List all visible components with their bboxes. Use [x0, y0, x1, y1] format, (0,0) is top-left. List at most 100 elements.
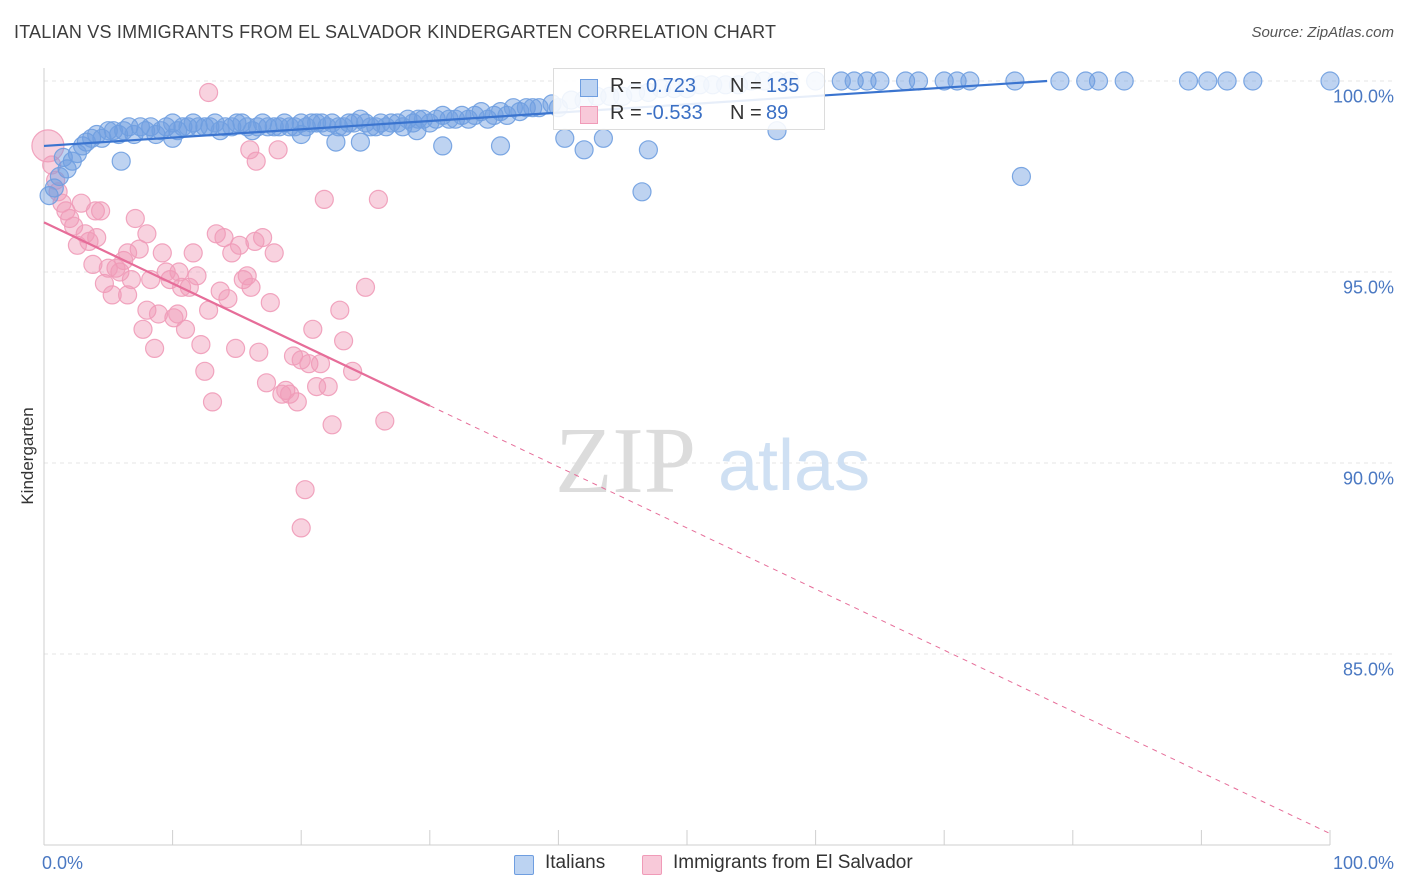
data-point — [291, 518, 311, 538]
legend-n-value: 89 — [766, 102, 789, 124]
data-point — [1243, 71, 1263, 91]
data-point — [83, 254, 103, 274]
legend-swatch-salvador — [642, 855, 662, 875]
data-point — [334, 331, 354, 351]
data-point — [307, 377, 327, 397]
data-point — [291, 113, 311, 133]
salvador-trend-line — [43, 221, 431, 407]
data-point — [214, 228, 234, 248]
data-point — [1088, 71, 1109, 91]
data-point — [110, 262, 130, 282]
watermark: ZIP atlas — [555, 409, 870, 513]
watermark-zip: ZIP — [555, 409, 696, 513]
y-tick-label-95: 95.0% — [1342, 277, 1394, 298]
legend-label-salvador: Immigrants from El Salvador — [673, 852, 913, 873]
data-point — [1198, 71, 1218, 91]
data-point — [350, 109, 370, 129]
data-point — [42, 155, 62, 175]
data-point — [264, 243, 284, 263]
data-point — [350, 132, 370, 152]
data-point — [102, 285, 122, 305]
data-point — [368, 189, 388, 209]
data-point — [326, 132, 346, 152]
data-point — [1011, 166, 1032, 187]
data-point — [218, 289, 238, 309]
source-credit: Source: ZipAtlas.com — [1251, 24, 1394, 41]
data-point — [287, 392, 307, 412]
legend-n-label: N = — [730, 102, 762, 124]
legend-n-label: N = — [730, 75, 762, 97]
legend-r-label: R = — [610, 102, 642, 124]
italians-trend-line — [43, 79, 1048, 148]
data-point — [908, 71, 929, 91]
y-tick-label-90: 90.0% — [1342, 468, 1394, 489]
data-point — [191, 335, 211, 355]
y-tick-label-85: 85.0% — [1342, 659, 1394, 680]
data-point — [98, 121, 118, 141]
data-point — [1217, 71, 1237, 91]
data-point — [1320, 71, 1340, 91]
salvador-points — [31, 82, 395, 538]
chart-title: ITALIAN VS IMMIGRANTS FROM EL SALVADOR K… — [14, 22, 777, 42]
data-point — [229, 235, 250, 255]
x-tick-label-100: 100.0% — [1332, 853, 1394, 873]
data-point — [169, 262, 189, 282]
data-point — [322, 415, 342, 435]
x-tick-label-0: 0.0% — [42, 853, 84, 873]
legend-swatch-italians — [580, 79, 598, 97]
data-point — [232, 113, 252, 133]
data-point — [593, 128, 614, 148]
data-point — [148, 304, 169, 324]
data-point — [90, 201, 111, 221]
y-tick-label-100: 100.0% — [1332, 86, 1394, 107]
data-point — [249, 342, 269, 362]
x-axis — [43, 68, 1331, 846]
data-point — [145, 338, 165, 358]
data-point — [433, 136, 453, 156]
data-point — [1050, 71, 1070, 91]
data-point — [366, 117, 386, 137]
data-point — [299, 354, 319, 374]
data-point — [375, 411, 395, 431]
legend-r-label: R = — [610, 75, 642, 97]
grid-lines — [44, 80, 1392, 655]
data-point — [210, 281, 230, 301]
data-point — [295, 480, 315, 500]
data-point — [94, 273, 115, 294]
data-point — [237, 266, 257, 286]
data-point — [103, 121, 124, 141]
data-point — [222, 243, 242, 263]
data-point — [108, 124, 129, 145]
data-point — [632, 182, 652, 202]
data-point — [376, 117, 396, 137]
data-point — [137, 300, 157, 320]
data-point — [227, 113, 247, 133]
legend-swatch-italians — [514, 855, 534, 875]
data-point — [121, 270, 141, 290]
data-point — [241, 277, 261, 297]
data-point — [303, 319, 323, 339]
data-point — [260, 293, 280, 313]
data-point — [49, 166, 70, 187]
data-point — [168, 304, 188, 324]
data-point — [226, 338, 246, 358]
data-point — [202, 392, 223, 412]
legend-r-value: -0.533 — [646, 102, 703, 124]
data-point — [523, 98, 543, 118]
data-point — [314, 189, 334, 209]
salvador-trend-extension — [429, 405, 1331, 834]
legend-swatch-salvador — [580, 106, 598, 124]
data-point — [274, 113, 295, 133]
data-point — [555, 128, 575, 148]
legend-r-value: 0.723 — [646, 75, 697, 97]
data-point — [222, 117, 242, 137]
data-point — [256, 373, 277, 393]
data-point — [574, 140, 594, 160]
data-point — [152, 243, 172, 263]
data-point — [1114, 71, 1134, 91]
data-point — [246, 151, 266, 171]
data-point — [133, 319, 153, 339]
data-point — [253, 228, 273, 248]
data-point — [164, 308, 184, 328]
